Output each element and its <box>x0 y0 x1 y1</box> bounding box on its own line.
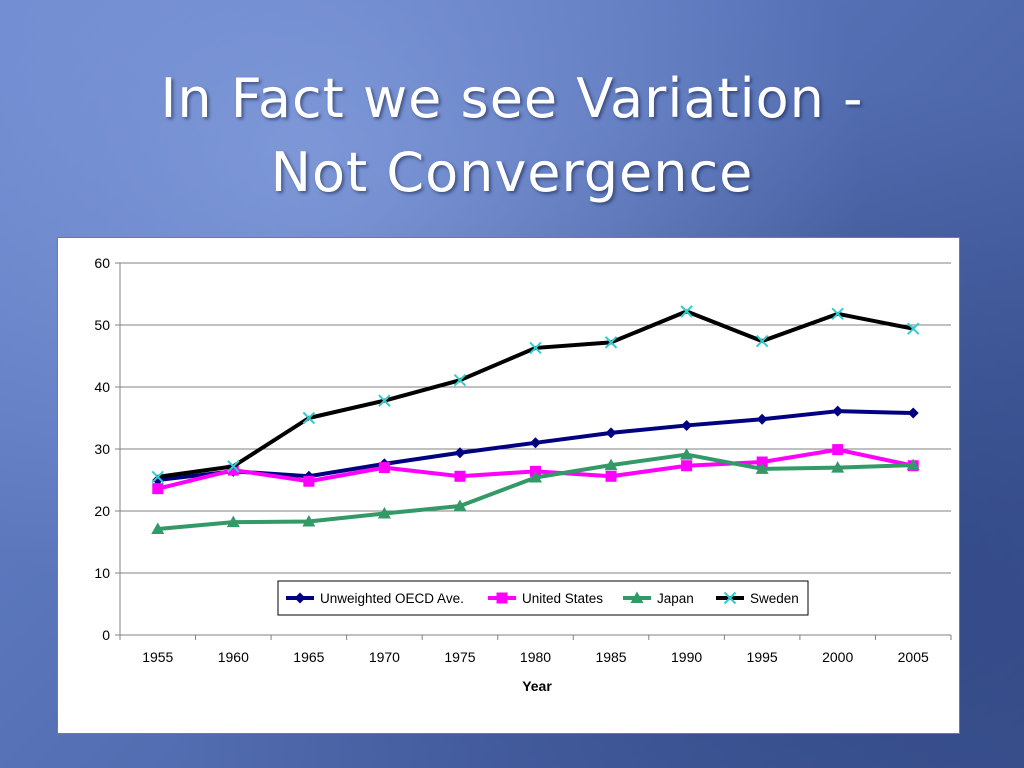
data-point <box>681 419 693 431</box>
x-tick-label: 2000 <box>822 649 853 665</box>
legend-label: Sweden <box>750 591 799 606</box>
data-point <box>906 458 920 471</box>
legend-item: Sweden <box>716 591 799 606</box>
y-tick-label: 30 <box>94 441 110 457</box>
x-tick-label: 1990 <box>671 649 702 665</box>
data-point <box>907 407 919 419</box>
data-point <box>453 373 467 387</box>
data-point <box>723 591 737 605</box>
x-tick-label: 1995 <box>747 649 778 665</box>
series-japan <box>151 448 920 534</box>
legend-item: Japan <box>623 591 694 606</box>
data-point <box>378 394 391 407</box>
data-point <box>454 447 466 459</box>
y-tick-label: 60 <box>94 255 110 271</box>
data-point <box>302 411 316 425</box>
x-tick-label: 1985 <box>595 649 626 665</box>
legend-label: United States <box>522 591 603 606</box>
data-point <box>529 341 542 355</box>
data-point <box>756 456 768 468</box>
chart-panel: 0 10 20 30 40 50 60 1955 1960 1965 1970 1975 1980 198… <box>57 237 960 734</box>
x-tick-label: 1980 <box>520 649 551 665</box>
data-point <box>605 470 617 482</box>
y-tick-label: 20 <box>94 503 110 519</box>
data-point <box>151 470 164 484</box>
legend-label: Japan <box>657 591 694 606</box>
legend-item: United States <box>488 591 603 606</box>
data-point <box>378 462 390 474</box>
data-point <box>755 334 769 348</box>
data-point <box>756 413 768 425</box>
series-sweden <box>151 305 920 484</box>
x-tick-label: 1975 <box>444 649 475 665</box>
data-point <box>151 522 165 534</box>
x-tick-label: 1960 <box>218 649 249 665</box>
data-point <box>302 515 316 527</box>
legend-label: Unweighted OECD Ave. <box>320 591 464 606</box>
line-chart: 0 10 20 30 40 50 60 1955 1960 1965 1970 1975 1980 198… <box>94 255 952 694</box>
data-point <box>604 458 618 471</box>
data-point <box>453 499 467 512</box>
data-point <box>303 475 315 487</box>
data-point <box>530 437 541 449</box>
data-point <box>227 460 240 473</box>
data-point <box>226 515 240 528</box>
y-tick-label: 40 <box>94 379 110 395</box>
data-point <box>604 336 618 349</box>
data-point <box>630 591 644 603</box>
series-line <box>157 309 914 479</box>
data-point <box>377 506 391 519</box>
data-point <box>294 592 306 604</box>
x-axis-title: Year <box>522 678 552 694</box>
x-tick-label: 1970 <box>369 649 400 665</box>
slide-title-line-1: In Fact we see Variation - <box>160 67 864 130</box>
x-tick-label: 1965 <box>293 649 324 665</box>
y-tick-label: 0 <box>102 627 110 643</box>
data-point <box>680 305 693 318</box>
data-point <box>831 307 844 321</box>
axes: 0 10 20 30 40 50 60 1955 1960 1965 1970 1975 1980 198… <box>94 255 952 665</box>
series-line <box>157 452 914 531</box>
data-point <box>496 592 508 604</box>
slide-title-line-2: Not Convergence <box>270 141 754 204</box>
legend: Unweighted OECD Ave. United States Japan Sw… <box>277 580 809 616</box>
y-tick-label: 10 <box>94 565 110 581</box>
data-point <box>680 448 694 460</box>
legend-item: Unweighted OECD Ave. <box>286 591 464 606</box>
data-point <box>832 405 844 417</box>
data-point <box>152 483 164 495</box>
data-point <box>227 464 239 476</box>
series-group <box>151 305 920 534</box>
data-point <box>907 322 920 335</box>
data-point <box>152 474 164 486</box>
data-point <box>454 470 466 482</box>
slide-title: In Fact we see Variation - Not Convergen… <box>0 62 1024 210</box>
data-point <box>681 460 693 472</box>
data-point <box>605 427 617 439</box>
data-point <box>832 444 844 456</box>
data-point <box>755 462 769 474</box>
y-tick-label: 50 <box>94 317 110 333</box>
data-point <box>831 461 845 473</box>
x-tick-label: 2005 <box>898 649 929 665</box>
data-point <box>529 471 542 483</box>
gridlines <box>120 262 951 574</box>
x-tick-label: 1955 <box>142 649 173 665</box>
